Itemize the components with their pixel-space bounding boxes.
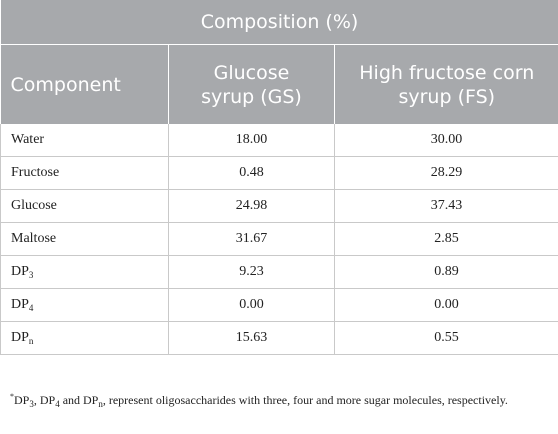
component-subscript: 3 bbox=[28, 270, 34, 280]
table-row: Fructose 0.48 28.29 bbox=[0, 156, 558, 190]
table-header-row: Component Glucose syrup (GS) High fructos… bbox=[0, 44, 558, 124]
table-title: Composition (%) bbox=[0, 0, 558, 45]
table-row: Water 18.00 30.00 bbox=[0, 124, 558, 157]
cell-component: DP3 bbox=[0, 255, 169, 289]
table-row: Glucose 24.98 37.43 bbox=[0, 189, 558, 223]
table-footnote: *DP3, DP4 and DPn, represent oligosaccha… bbox=[10, 392, 556, 409]
column-header-glucose-syrup-line-2: syrup (GS) bbox=[201, 85, 302, 108]
composition-table-container: Composition (%) Component Glucose syrup (… bbox=[0, 0, 558, 355]
footnote-dpn: DP bbox=[83, 393, 99, 407]
table-super-header-row: Composition (%) bbox=[0, 0, 558, 45]
cell-gs: 9.23 bbox=[168, 255, 335, 289]
footnote-text: , represent oligosaccharides with three,… bbox=[102, 393, 508, 407]
cell-gs: 0.48 bbox=[168, 156, 335, 190]
column-header-glucose-syrup: Glucose syrup (GS) bbox=[168, 44, 335, 124]
cell-component: Maltose bbox=[0, 222, 169, 256]
cell-component: Glucose bbox=[0, 189, 169, 223]
composition-table: Composition (%) Component Glucose syrup (… bbox=[0, 0, 558, 355]
column-header-fructose-syrup-line-1: High fructose corn bbox=[359, 61, 535, 84]
cell-component: DP4 bbox=[0, 288, 169, 322]
footnote-dp3: DP bbox=[14, 393, 30, 407]
table-row: DP4 0.00 0.00 bbox=[0, 288, 558, 322]
cell-gs: 31.67 bbox=[168, 222, 335, 256]
cell-fs: 0.00 bbox=[333, 288, 558, 322]
footnote-marker: * bbox=[10, 392, 14, 401]
footnote-dpn-subscript: n bbox=[98, 399, 103, 409]
component-subscript: n bbox=[28, 336, 34, 346]
cell-fs: 0.55 bbox=[333, 321, 558, 355]
column-header-glucose-syrup-line-1: Glucose bbox=[213, 61, 290, 84]
column-header-fructose-syrup-line-2: syrup (FS) bbox=[398, 85, 496, 108]
footnote-separator: and bbox=[59, 393, 84, 407]
footnote-dp3-subscript: 3 bbox=[29, 399, 34, 409]
component-base: DP bbox=[11, 264, 29, 279]
cell-component: DPn bbox=[0, 321, 169, 355]
footnote-dp4-subscript: 4 bbox=[55, 399, 60, 409]
table-row: Maltose 31.67 2.85 bbox=[0, 222, 558, 256]
component-base: DP bbox=[11, 297, 29, 312]
cell-fs: 37.43 bbox=[333, 189, 558, 223]
component-base: DP bbox=[11, 330, 29, 345]
cell-gs: 18.00 bbox=[168, 124, 335, 157]
cell-fs: 30.00 bbox=[333, 124, 558, 157]
cell-gs: 0.00 bbox=[168, 288, 335, 322]
cell-component: Fructose bbox=[0, 156, 169, 190]
table-row: DP3 9.23 0.89 bbox=[0, 255, 558, 289]
cell-fs: 0.89 bbox=[333, 255, 558, 289]
cell-component: Water bbox=[0, 124, 169, 157]
column-header-component: Component bbox=[0, 44, 169, 124]
cell-gs: 24.98 bbox=[168, 189, 335, 223]
cell-fs: 28.29 bbox=[333, 156, 558, 190]
component-subscript: 4 bbox=[28, 303, 34, 313]
table-row: DPn 15.63 0.55 bbox=[0, 321, 558, 355]
column-header-fructose-syrup: High fructose corn syrup (FS) bbox=[333, 44, 558, 124]
cell-gs: 15.63 bbox=[168, 321, 335, 355]
cell-fs: 2.85 bbox=[333, 222, 558, 256]
footnote-separator: , bbox=[33, 393, 40, 407]
footnote-dp4: DP bbox=[39, 393, 56, 407]
